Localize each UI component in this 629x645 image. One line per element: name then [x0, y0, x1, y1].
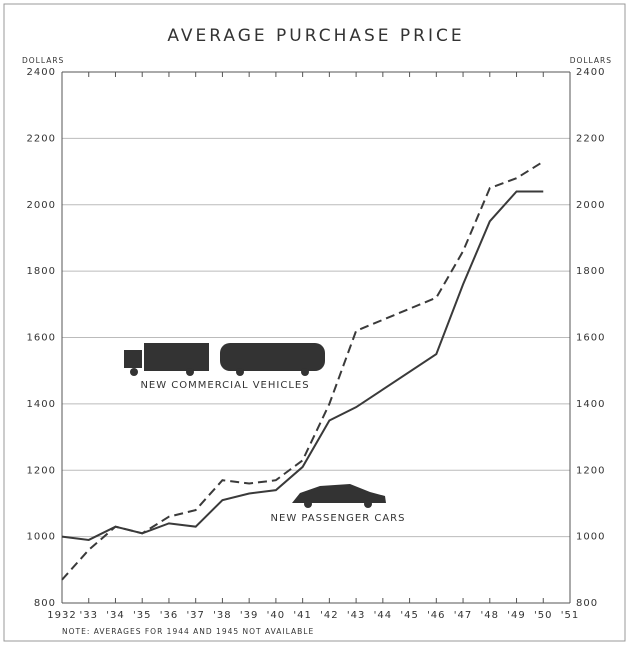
x-tick-label: '49: [507, 610, 525, 621]
y2-tick-label: 1400: [576, 399, 605, 410]
y2-tick-label: 1600: [576, 333, 605, 344]
x-tick-label: '40: [267, 610, 285, 621]
x-tick-label: '44: [374, 610, 392, 621]
x-tick-label: '33: [79, 610, 97, 621]
x-tick-label: '37: [186, 610, 204, 621]
y-tick-label: 1400: [27, 399, 56, 410]
y-axis-label: DOLLARS: [22, 56, 64, 65]
x-tick-label: '34: [106, 610, 124, 621]
y2-axis-label: DOLLARS: [570, 56, 612, 65]
x-tick-label: '45: [400, 610, 418, 621]
y-tick-label: 1600: [27, 333, 56, 344]
x-tick-label: '38: [213, 610, 231, 621]
x-tick-label: '42: [320, 610, 338, 621]
y-tick-label: 1000: [27, 532, 56, 543]
series-label: NEW COMMERCIAL VEHICLES: [140, 380, 309, 391]
x-tick-label: '51: [561, 610, 579, 621]
note: NOTE: AVERAGES FOR 1944 AND 1945 NOT AVA…: [62, 627, 314, 636]
x-tick-label: '48: [481, 610, 499, 621]
x-tick-label: '36: [160, 610, 178, 621]
y-tick-label: 2400: [27, 67, 56, 78]
y2-tick-label: 2000: [576, 200, 605, 211]
y-tick-label: 800: [34, 598, 56, 609]
x-tick-label: '39: [240, 610, 258, 621]
y2-tick-label: 1200: [576, 465, 605, 476]
x-tick-label: '47: [454, 610, 472, 621]
x-tick-label: '35: [133, 610, 151, 621]
commercial-vehicle-icons: [124, 343, 325, 376]
chart: AVERAGE PURCHASE PRICE DOLLARS DOLLARS N…: [0, 0, 629, 645]
series-label: NEW PASSENGER CARS: [271, 513, 406, 524]
x-tick-label: 1932: [47, 610, 76, 621]
chart-title: AVERAGE PURCHASE PRICE: [167, 26, 464, 46]
y-tick-label: 1800: [27, 266, 56, 277]
x-tick-label: '46: [427, 610, 445, 621]
frame: [4, 4, 625, 641]
x-tick-label: '50: [534, 610, 552, 621]
x-tick-label: '41: [293, 610, 311, 621]
y2-tick-label: 1800: [576, 266, 605, 277]
y-tick-label: 2000: [27, 200, 56, 211]
passenger-car-icon: [292, 484, 386, 508]
y2-tick-label: 1000: [576, 532, 605, 543]
x-tick-label: '43: [347, 610, 365, 621]
y2-tick-label: 2400: [576, 67, 605, 78]
y2-tick-label: 2200: [576, 133, 605, 144]
y-tick-label: 1200: [27, 465, 56, 476]
y-tick-label: 2200: [27, 133, 56, 144]
y2-tick-label: 800: [576, 598, 598, 609]
